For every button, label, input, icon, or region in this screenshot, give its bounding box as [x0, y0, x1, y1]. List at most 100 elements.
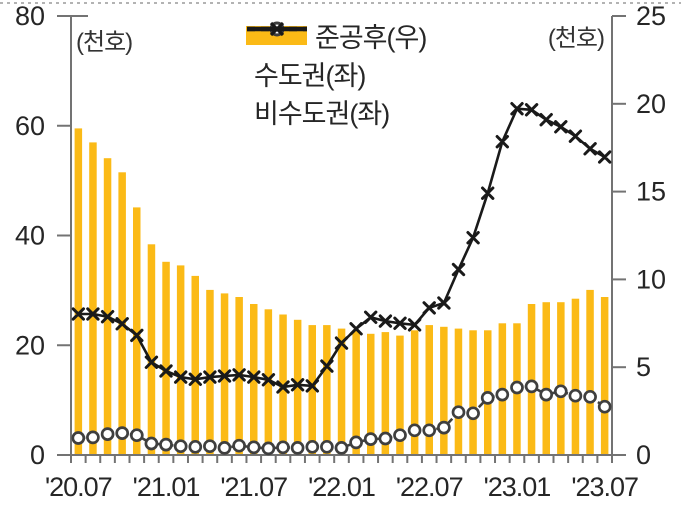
capital-region-marker: [334, 441, 349, 455]
bar-completed-unsold: [367, 333, 375, 455]
bar-completed-unsold: [103, 158, 112, 455]
x-axis-tick-label: '20.07: [45, 472, 112, 502]
right-axis-tick-label: 20: [636, 89, 666, 119]
capital-region-marker: [290, 441, 305, 455]
capital-region-marker: [203, 439, 217, 454]
capital-region-marker: [305, 439, 320, 454]
capital-region-marker: [115, 426, 130, 440]
capital-region-marker: [363, 432, 378, 446]
left-axis-unit-label: (천호): [76, 29, 133, 56]
x-axis-tick-label: '21.07: [220, 472, 287, 502]
capital-region-marker: [568, 388, 583, 403]
bar-completed-unsold: [176, 265, 185, 455]
bar-completed-unsold: [133, 207, 141, 455]
capital-region-marker: [539, 387, 554, 402]
x-axis-tick-label: '21.01: [133, 472, 200, 502]
bar-completed-unsold: [600, 297, 609, 455]
left-axis-tick-label: 20: [15, 330, 45, 360]
legend-solid-x-icon: [247, 21, 307, 37]
capital-region-marker: [349, 435, 363, 450]
bar-completed-unsold: [118, 172, 126, 456]
capital-region-marker: [159, 437, 173, 452]
bar-completed-unsold: [425, 325, 433, 455]
bar-completed-unsold: [557, 302, 565, 455]
right-axis-unit-label: (천호): [547, 25, 605, 52]
capital-region-marker: [144, 436, 159, 451]
chart-legend: 준공후(우) 수도권(좌) 비수도권(좌): [246, 20, 427, 129]
bar-completed-unsold: [308, 325, 316, 455]
left-axis-tick-label: 60: [15, 111, 45, 141]
capital-region-marker: [320, 439, 334, 454]
bar-completed-unsold: [469, 330, 477, 455]
bar-completed-unsold: [191, 275, 199, 455]
x-axis-tick-label: '23.07: [571, 472, 638, 502]
capital-region-marker: [451, 405, 466, 420]
capital-region-marker: [437, 420, 451, 435]
x-axis-tick-label: '23.01: [484, 472, 551, 502]
legend-label-completed-unsold: 준공후(우): [315, 23, 427, 53]
bar-completed-unsold: [586, 289, 594, 455]
bar-completed-unsold: [542, 302, 550, 455]
bar-completed-unsold: [396, 335, 404, 455]
noncapital-region-markers: [71, 102, 612, 394]
legend-label-capital-region: 수도권(좌): [254, 61, 366, 91]
x-axis-tick-label: '22.07: [396, 472, 463, 502]
bar-completed-unsold: [454, 328, 463, 455]
capital-region-marker: [583, 389, 597, 404]
bar-completed-unsold: [74, 128, 83, 455]
bar-completed-unsold: [440, 326, 448, 455]
capital-region-marker: [246, 440, 261, 455]
bar-completed-unsold: [352, 330, 360, 455]
bar-completed-unsold: [162, 261, 170, 455]
bar-completed-unsold: [147, 244, 156, 455]
bar-completed-unsold: [337, 328, 346, 455]
left-axis-tick-label: 0: [30, 440, 45, 470]
left-axis-tick-label: 80: [15, 1, 45, 31]
capital-region-marker: [524, 379, 539, 394]
capital-region-marker: [422, 423, 437, 438]
bar-completed-unsold: [279, 314, 287, 455]
bar-completed-unsold: [527, 304, 536, 455]
capital-region-marker: [86, 430, 100, 445]
capital-region-marker: [129, 428, 144, 443]
capital-region-marker: [480, 391, 495, 405]
capital-region-marker: [407, 423, 422, 438]
capital-region-marker: [510, 380, 524, 395]
capital-region-marker: [393, 428, 407, 443]
capital-region-marker: [217, 441, 232, 455]
bar-completed-unsold: [410, 330, 419, 455]
capital-region-marker: [232, 438, 246, 453]
capital-region-marker: [71, 431, 86, 445]
capital-region-marker: [100, 427, 115, 441]
bar-completed-unsold: [250, 304, 258, 455]
right-axis-tick-label: 10: [636, 264, 666, 294]
right-axis-tick-label: 0: [636, 440, 651, 470]
capital-region-marker: [261, 441, 276, 456]
bar-completed-unsold: [293, 319, 302, 455]
right-axis-tick-label: 5: [636, 352, 651, 382]
x-axis-tick-label: '22.01: [308, 472, 375, 502]
right-axis-tick-label: 15: [636, 177, 666, 207]
legend-label-noncapital-region: 비수도권(좌): [254, 99, 390, 129]
capital-region-marker: [495, 387, 510, 402]
bar-completed-unsold: [381, 332, 390, 455]
capital-region-marker: [597, 399, 612, 414]
bar-completed-unsold: [206, 289, 214, 455]
bar-completed-unsold: [323, 325, 331, 455]
bar-completed-unsold: [264, 309, 273, 455]
capital-region-marker: [188, 439, 203, 454]
bar-completed-unsold: [89, 142, 97, 455]
capital-region-marker: [553, 384, 568, 399]
capital-region-marker: [276, 440, 290, 455]
capital-region-marker: [378, 431, 393, 446]
right-axis-tick-label: 25: [636, 1, 666, 31]
noncapital-region-line: [78, 107, 606, 389]
legend-item-noncapital-region: 비수도권(좌): [246, 21, 426, 129]
capital-region-marker: [173, 439, 188, 454]
capital-region-marker: [466, 406, 480, 421]
bar-completed-unsold: [571, 298, 580, 455]
legend-item-capital-region: 수도권(좌): [246, 21, 426, 91]
left-axis-tick-label: 40: [15, 221, 45, 251]
